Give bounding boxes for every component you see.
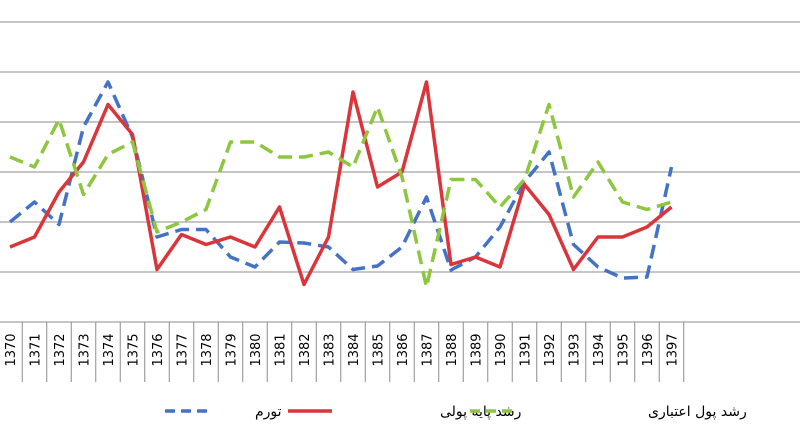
legend: تورم رشد پایه پولی رشد پول اعتباری	[165, 404, 747, 420]
x-tick-label: 1392	[543, 333, 558, 366]
x-tick-label: 1371	[29, 333, 44, 366]
x-tick-label: 1382	[298, 333, 313, 366]
legend-label-0: تورم	[255, 404, 282, 420]
x-axis: 1370 1371 1372 1373 1374 1375 1376 1377 1378 1379…	[0, 321, 800, 382]
x-tick-label: 1373	[78, 333, 93, 366]
series-line-0	[8, 80, 674, 280]
x-tick-label: 1385	[372, 333, 387, 366]
x-tick-label: 1391	[519, 333, 534, 366]
x-tick-label: 1370	[4, 333, 19, 366]
x-tick-label: 1396	[641, 333, 656, 366]
series-line-1	[9, 80, 673, 287]
x-tick-label: 1386	[396, 333, 411, 366]
x-tick-label: 1381	[274, 333, 289, 366]
x-tick-label: 1390	[494, 333, 509, 366]
x-tick-label: 1379	[225, 333, 240, 366]
x-tick-label: 1378	[200, 333, 215, 366]
legend-label-1: رشد پایه پولی	[440, 404, 521, 420]
x-tick-label: 1374	[102, 333, 117, 366]
x-tick-label: 1376	[151, 333, 166, 366]
legend-label-2: رشد پول اعتباری	[648, 404, 747, 420]
x-tick-label: 1375	[127, 333, 142, 366]
x-tick-label: 1389	[470, 333, 485, 366]
x-tick-label: 1380	[249, 333, 264, 366]
x-tick-label: 1377	[176, 333, 191, 366]
x-tick-label: 1397	[666, 333, 681, 366]
x-tick-label: 1372	[53, 333, 68, 366]
x-tick-label: 1387	[421, 333, 436, 366]
series-line-2	[9, 102, 673, 289]
series-lines	[8, 80, 674, 289]
x-tick-label: 1388	[445, 333, 460, 366]
x-tick-label: 1384	[347, 333, 362, 366]
x-tick-label: 1395	[617, 333, 632, 366]
x-tick-label: 1393	[568, 333, 583, 366]
x-tick-label: 1383	[323, 333, 338, 366]
x-tick-label: 1394	[592, 333, 607, 366]
